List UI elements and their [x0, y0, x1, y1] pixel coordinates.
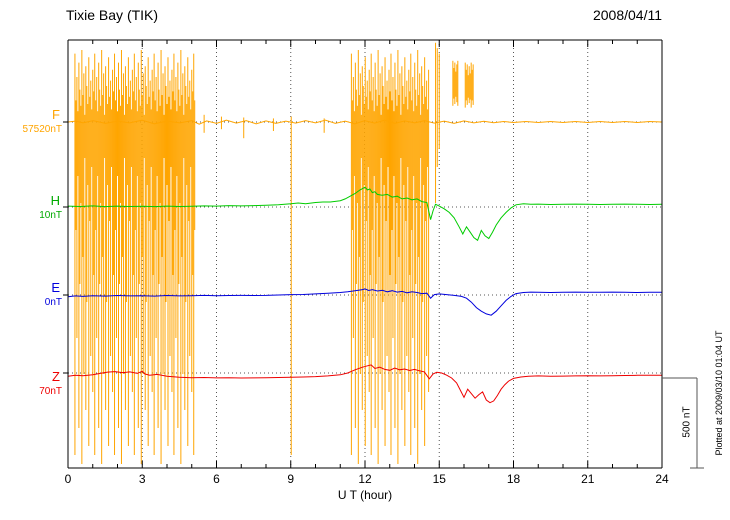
x-tick-label-0: 0 — [64, 472, 72, 486]
x-tick-label-9: 9 — [287, 472, 295, 486]
component-label-z: Z — [52, 369, 60, 384]
page-title: Tixie Bay (TIK) — [66, 7, 159, 23]
x-tick-label-21: 21 — [581, 472, 595, 486]
x-axis-title: U T (hour) — [337, 488, 393, 502]
plotted-at-note: Plotted at 2009/03/10 01:04 UT — [714, 330, 724, 456]
component-value-h: 10nT — [39, 210, 62, 221]
x-tick-label-18: 18 — [506, 472, 521, 486]
component-value-e: 0nT — [44, 297, 62, 308]
date-label: 2008/04/11 — [592, 7, 662, 23]
component-value-z: 70nT — [39, 386, 62, 397]
x-tick-label-24: 24 — [655, 472, 669, 486]
x-tick-label-3: 3 — [138, 472, 146, 486]
x-tick-label-6: 6 — [213, 472, 220, 486]
x-tick-label-12: 12 — [358, 472, 372, 486]
component-label-e: E — [51, 280, 60, 295]
x-tick-label-15: 15 — [432, 472, 446, 486]
component-value-f: 57520nT — [22, 124, 62, 135]
component-label-f: F — [52, 107, 60, 122]
scalebar-label: 500 nT — [681, 406, 693, 438]
x-axis-tick-labels: 0 3 6 9 12 15 18 21 24 — [0, 472, 730, 488]
component-label-h: H — [50, 193, 60, 208]
